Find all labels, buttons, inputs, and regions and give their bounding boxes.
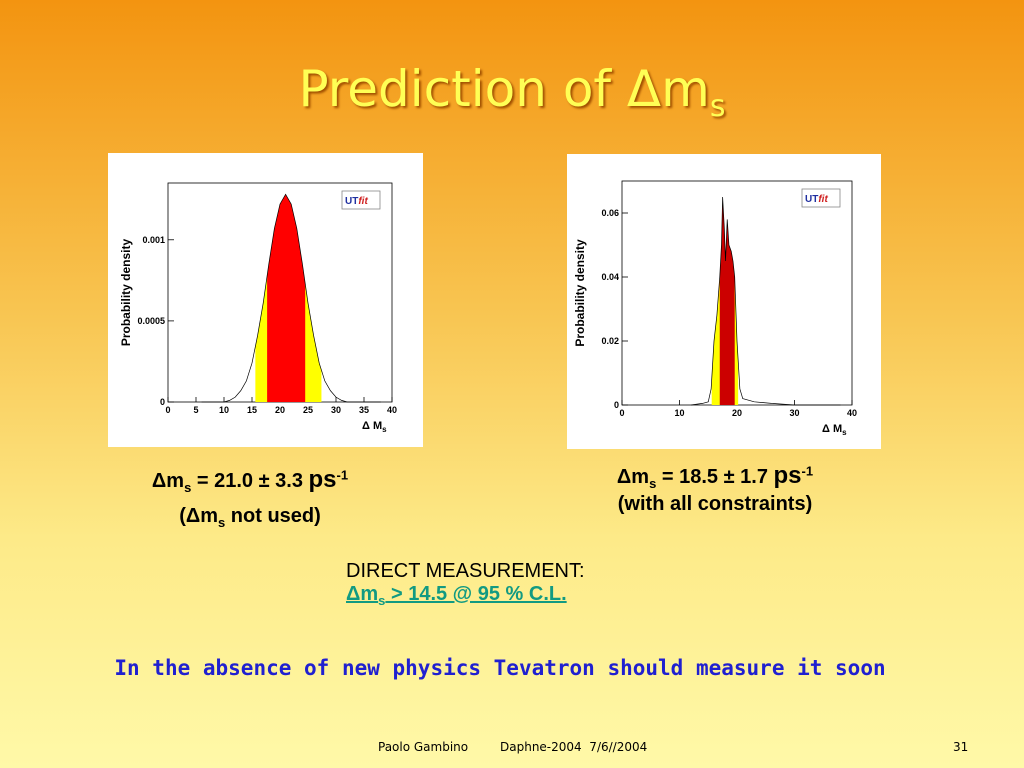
sup: -1	[801, 463, 814, 479]
caption-line: Δms = 18.5 ± 1.7 ps-1	[555, 462, 875, 491]
x-tick-label: 40	[847, 408, 857, 418]
chart: 0 5 10 15 20 25 30 35 40 0 0.0005 0.001 Probability …	[108, 153, 423, 447]
x-tick-label: 30	[331, 405, 341, 415]
caption-line: Δms = 21.0 ± 3.3 ps-1	[90, 466, 410, 495]
x-tick-label: 20	[275, 405, 285, 415]
slide-title: Prediction of Δms	[0, 60, 1024, 124]
footer-author: Paolo Gambino	[378, 740, 469, 754]
x-label-text: Δ M	[822, 423, 842, 435]
caption-line: (Δms not used)	[90, 505, 410, 530]
x-label-sub: s	[842, 428, 847, 437]
logo: UTfit	[345, 196, 368, 207]
y-tick-label: 0	[614, 400, 619, 410]
heading: DIRECT MEASUREMENT:	[346, 560, 585, 582]
logo-box	[341, 190, 381, 210]
unit: ps	[773, 462, 802, 489]
density-line	[201, 193, 381, 403]
x-tick-label: 15	[247, 405, 257, 415]
statement: In the absence of new physics Tevatron s…	[114, 656, 886, 680]
link[interactable]: Δms > 14.5 @ 95 % C.L.	[346, 583, 585, 608]
t: Δm	[616, 466, 650, 488]
t: = 21.0 ± 3.3	[191, 470, 309, 492]
t: not used)	[225, 505, 321, 527]
t: (Δm	[179, 505, 219, 527]
y-tick-label: 0.001	[142, 235, 165, 245]
x-tick-label: 25	[303, 405, 313, 415]
logo: UTfit	[805, 194, 828, 205]
density-line	[690, 196, 841, 406]
y-tick-label: 0	[160, 397, 165, 407]
x-tick-label: 40	[387, 405, 397, 415]
y-tick-label: 0.0005	[137, 316, 165, 326]
x-axis-label: Δ Ms	[822, 423, 847, 437]
logo-a: UT	[805, 194, 818, 205]
t: Δm	[346, 583, 379, 605]
y-axis-label: Probability density	[119, 238, 133, 346]
band-area	[719, 197, 735, 405]
sub: s	[649, 476, 657, 491]
y-axis-label: Probability density	[573, 239, 587, 347]
title-sub: s	[709, 89, 726, 124]
logo-a: UT	[345, 196, 358, 207]
logo-b: fit	[358, 196, 368, 207]
caption: Δms = 18.5 ± 1.7 ps-1 (with all constrai…	[555, 462, 875, 516]
caption: Δms = 21.0 ± 3.3 ps-1 (Δms not used)	[90, 466, 410, 530]
x-tick-label: 0	[165, 405, 170, 415]
unit: ps	[308, 466, 337, 493]
t: Δm	[151, 470, 185, 492]
page-number: 31	[953, 740, 969, 754]
x-tick-label: 5	[193, 405, 198, 415]
x-tick-label: 0	[619, 408, 624, 418]
x-tick-label: 10	[674, 408, 684, 418]
x-tick-label: 30	[789, 408, 799, 418]
sub: s	[218, 515, 226, 530]
y-tick-label: 0.04	[601, 272, 619, 282]
band-area	[267, 194, 306, 402]
logo-box	[801, 188, 841, 208]
footer-event: Daphne-2004 7/6//2004	[500, 740, 648, 754]
x-tick-label: 35	[359, 405, 369, 415]
chart: 0 10 20 30 40 0 0.02 0.04 0.06 Probability densit…	[567, 154, 881, 449]
band-area	[711, 197, 739, 405]
sub: s	[184, 480, 192, 495]
sub: s	[378, 593, 386, 608]
x-tick-label: 10	[219, 405, 229, 415]
sup: -1	[336, 467, 349, 483]
y-tick-label: 0.06	[601, 208, 619, 218]
t: > 14.5 @ 95 % C.L.	[385, 583, 567, 605]
title-text: Prediction of Δm	[298, 60, 710, 118]
t: = 18.5 ± 1.7	[656, 466, 774, 488]
x-axis-label: Δ Ms	[362, 420, 387, 434]
x-label-text: Δ M	[362, 420, 382, 432]
x-tick-label: 20	[732, 408, 742, 418]
logo-b: fit	[818, 194, 828, 205]
caption-line: (with all constraints)	[617, 493, 813, 515]
x-label-sub: s	[382, 425, 387, 434]
direct-measurement: DIRECT MEASUREMENT: Δms > 14.5 @ 95 % C.…	[346, 560, 585, 608]
y-tick-label: 0.02	[601, 336, 619, 346]
